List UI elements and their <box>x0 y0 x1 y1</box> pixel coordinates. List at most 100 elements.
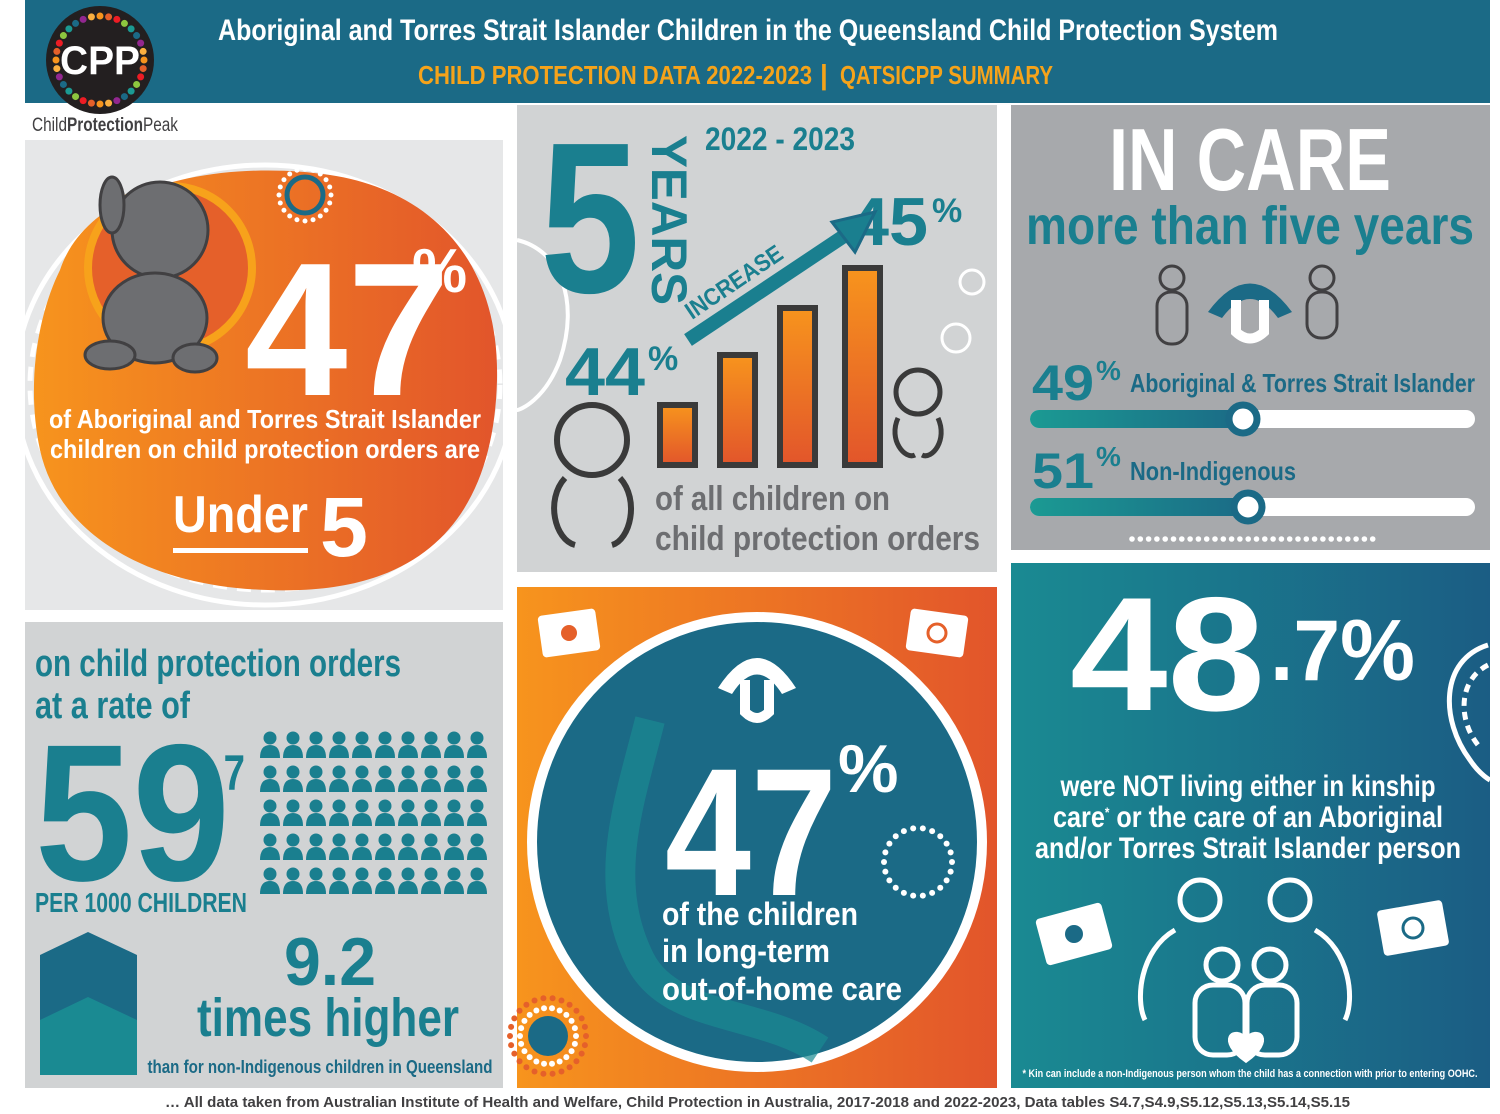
ring-dot <box>937 833 944 840</box>
ring-dot <box>581 1042 588 1049</box>
person-head <box>286 833 300 847</box>
unit: % <box>412 237 467 306</box>
unit: % <box>1096 355 1121 386</box>
dot <box>1170 536 1177 542</box>
person-body <box>352 881 372 894</box>
person-body <box>444 779 464 792</box>
ring-dot <box>310 167 316 173</box>
logo-dot <box>139 65 147 73</box>
person-head <box>332 833 346 847</box>
logo-dot <box>59 80 67 88</box>
ring-dot <box>516 1007 523 1014</box>
title: Aboriginal and Torres Strait Islander Ch… <box>218 14 1278 47</box>
person-body <box>352 779 372 792</box>
ring-dot <box>556 1007 563 1014</box>
person-head <box>378 765 392 779</box>
ring-dot <box>540 995 547 1002</box>
logo-dot <box>53 47 61 55</box>
ring <box>284 174 326 216</box>
big-number: 47 <box>245 224 450 436</box>
logo-dot <box>113 15 121 23</box>
person-head <box>401 765 415 779</box>
unit: % <box>648 340 678 378</box>
person-body <box>306 813 326 826</box>
ring-dot <box>578 1050 585 1057</box>
ring-dot <box>302 166 308 172</box>
ring-dot <box>573 1033 579 1039</box>
logo-dot <box>120 93 128 101</box>
person-body <box>306 881 326 894</box>
ring-dot <box>583 1033 589 1039</box>
ring-dot <box>929 889 936 896</box>
person-head <box>447 765 461 779</box>
dot <box>1154 536 1160 542</box>
ring-dot <box>573 1058 580 1065</box>
logo-dot <box>127 87 135 95</box>
logo-dot <box>113 97 121 105</box>
person-body <box>329 779 349 792</box>
ring-dot <box>327 184 333 190</box>
underline <box>173 548 308 553</box>
person-body <box>352 813 372 826</box>
text-line: child protection orders <box>655 520 980 558</box>
decoration <box>516 238 570 412</box>
big-number: 59 <box>35 704 230 922</box>
dot <box>1129 536 1135 542</box>
brand-part: Child <box>32 115 67 136</box>
person-body <box>329 847 349 860</box>
unit: % <box>1096 441 1121 472</box>
ring-dot <box>947 868 954 875</box>
logo-dot <box>140 56 148 64</box>
dot <box>1336 536 1343 542</box>
five: 5 <box>320 480 368 574</box>
dot <box>1303 536 1310 542</box>
person-body <box>306 745 326 758</box>
person-head <box>424 833 438 847</box>
decoration <box>1446 642 1492 783</box>
dot <box>1345 536 1351 542</box>
multiple: 9.2 <box>284 924 376 1000</box>
person-head <box>263 833 277 847</box>
person-body <box>421 813 441 826</box>
person-body <box>329 813 349 826</box>
slider-knob <box>1225 401 1261 437</box>
person-body <box>467 847 487 860</box>
person-body <box>421 881 441 894</box>
person-head <box>378 799 392 813</box>
years-label: YEARS <box>641 135 697 305</box>
text-line: of Aboriginal and Torres Strait Islander <box>49 404 481 434</box>
person-body <box>398 779 418 792</box>
flag-icon <box>537 608 969 658</box>
text-line: of all children on <box>655 480 890 518</box>
house-icon <box>718 658 796 723</box>
logo-dot <box>137 39 145 47</box>
group-label: Non-Indigenous <box>1130 456 1296 486</box>
slider-fill <box>1030 498 1250 516</box>
person-body <box>375 813 395 826</box>
ring-dot <box>549 1070 556 1077</box>
ring-dot <box>521 1017 528 1024</box>
person-body <box>421 779 441 792</box>
asterisk: * <box>1105 804 1110 820</box>
text-line: and/or Torres Strait Islander person <box>1035 832 1461 865</box>
start-value: 44 <box>565 334 645 410</box>
dot <box>1353 536 1359 542</box>
percent-value: 49 <box>1032 355 1094 411</box>
person-head <box>355 731 369 745</box>
person-body <box>283 779 303 792</box>
ring-dot <box>507 1033 513 1039</box>
ring-dot <box>568 1017 575 1024</box>
person-body <box>398 813 418 826</box>
logo-dot <box>120 19 128 27</box>
dot <box>1311 536 1318 542</box>
panel <box>517 105 997 572</box>
ring-dot <box>526 1054 533 1061</box>
ring-dot <box>281 177 287 183</box>
dot <box>1187 536 1193 542</box>
ring-dot <box>882 849 889 856</box>
ring-dot <box>521 1048 528 1055</box>
unit: % <box>932 192 962 230</box>
decoration <box>276 166 334 224</box>
person-head <box>447 799 461 813</box>
header-bar <box>25 0 1490 103</box>
